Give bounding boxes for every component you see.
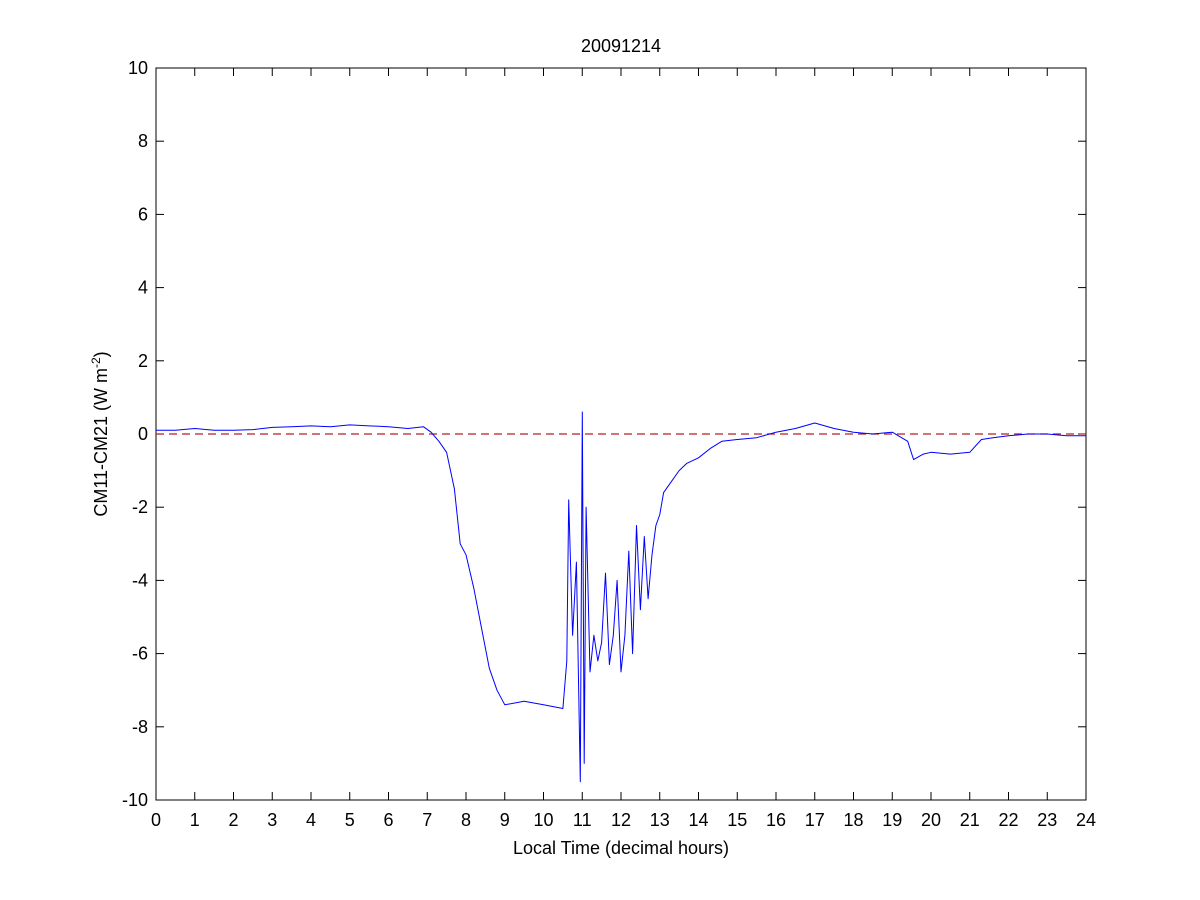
y-tick-labels: 10 8 6 4 2 0 -2 -4 -6 -8 -10 [122,58,148,810]
y-tick-label: 0 [138,424,148,444]
x-tick-label: 12 [611,810,631,830]
x-tick-label: 18 [843,810,863,830]
x-tick-label: 8 [461,810,471,830]
x-tick-label: 13 [650,810,670,830]
x-tick-label: 1 [190,810,200,830]
y-tick-label: -4 [132,570,148,590]
x-tick-label: 16 [766,810,786,830]
x-tick-label: 23 [1037,810,1057,830]
x-tick-label: 15 [727,810,747,830]
x-tick-label: 3 [267,810,277,830]
series-line [156,411,1086,783]
x-tick-label: 4 [306,810,316,830]
x-tick-label: 24 [1076,810,1096,830]
plot-area [155,67,1087,801]
y-tick-label: -10 [122,790,148,810]
x-tick-label: 6 [383,810,393,830]
y-axis-label-superscript: -2 [89,357,103,368]
x-tick-label: 17 [805,810,825,830]
y-axis-label-suffix: ) [91,351,111,357]
x-tick-label: 19 [882,810,902,830]
x-tick-label: 5 [345,810,355,830]
x-tick-label: 7 [422,810,432,830]
y-tick-label: -2 [132,497,148,517]
y-tick-label: -6 [132,644,148,664]
y-tick-label: 4 [138,278,148,298]
y-tick-label: -8 [132,717,148,737]
x-tick-label: 20 [921,810,941,830]
chart-title: 20091214 [581,36,661,56]
y-tick-label: 8 [138,131,148,151]
y-tick-label: 2 [138,351,148,371]
x-tick-label: 0 [151,810,161,830]
x-axis-label: Local Time (decimal hours) [513,838,729,858]
x-tick-label: 11 [573,810,592,830]
x-tick-labels: 0 1 2 3 4 5 6 7 8 9 10 11 12 13 14 15 16 17 18 19 20 21 22 23 24 [151,810,1096,830]
x-tick-label: 22 [998,810,1018,830]
x-tick-label: 9 [500,810,510,830]
x-tick-label: 21 [960,810,980,830]
y-axis-label-main: CM11-CM21 (W m [91,368,111,517]
x-tick-label: 14 [688,810,708,830]
y-tick-label: 10 [128,58,148,78]
x-tick-label: 2 [228,810,238,830]
y-axis-label: CM11-CM21 (W m-2) [89,351,111,516]
x-tick-label: 10 [533,810,553,830]
y-tick-label: 6 [138,204,148,224]
